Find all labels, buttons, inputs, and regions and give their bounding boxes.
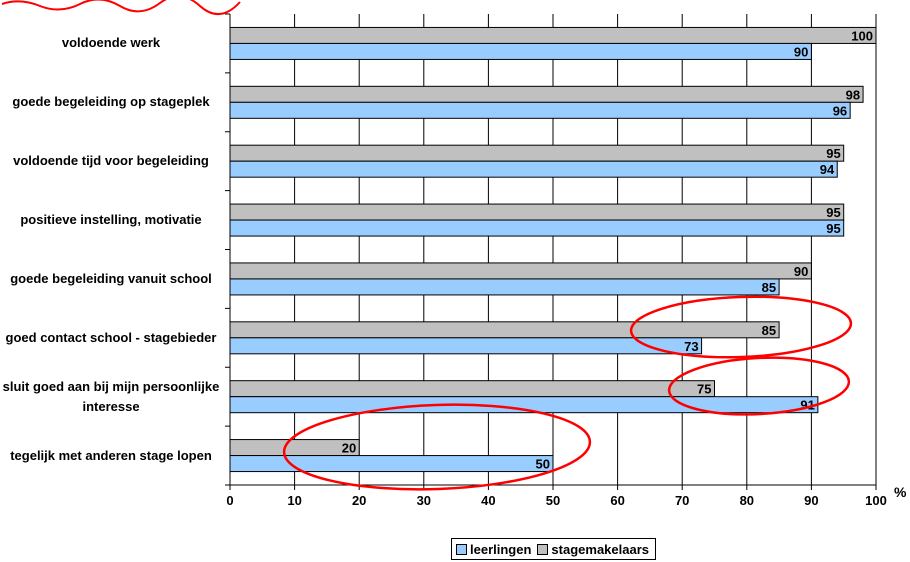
value-label-leerlingen-0: 90 — [794, 44, 808, 59]
value-label-stagemakelaars-7: 20 — [342, 441, 356, 456]
value-label-stagemakelaars-3: 95 — [826, 205, 840, 220]
value-label-leerlingen-1: 96 — [833, 103, 847, 118]
bar-leerlingen-1 — [229, 101, 851, 119]
bar-stagemakelaars-1 — [229, 85, 864, 103]
legend-swatch-leerlingen — [456, 543, 467, 555]
value-label-leerlingen-3: 95 — [826, 221, 840, 236]
legend-item-leerlingen: leerlingen — [456, 542, 531, 557]
category-label-2: voldoende tijd voor begeleiding — [13, 153, 209, 169]
x-axis-unit: % — [894, 484, 907, 500]
value-label-leerlingen-4: 85 — [762, 280, 776, 295]
bar-leerlingen-2 — [229, 160, 838, 178]
category-label-3: positieve instelling, motivatie — [20, 212, 202, 228]
x-tick-label-30: 30 — [417, 493, 431, 508]
x-tick-label-80: 80 — [740, 493, 754, 508]
value-label-stagemakelaars-5: 85 — [762, 323, 776, 338]
legend-item-stagemakelaars: stagemakelaars — [537, 542, 649, 557]
x-tick-label-60: 60 — [610, 493, 624, 508]
legend-swatch-stagemakelaars — [537, 543, 549, 555]
value-label-stagemakelaars-6: 75 — [697, 382, 711, 397]
category-label-1: goede begeleiding op stageplek — [12, 94, 210, 110]
x-tick-label-20: 20 — [352, 493, 366, 508]
bar-stagemakelaars-5 — [229, 321, 780, 339]
highlight-ellipse-3 — [282, 403, 592, 491]
category-label-5: goed contact school - stagebieder — [5, 329, 217, 345]
bar-stagemakelaars-7 — [229, 439, 360, 457]
value-label-leerlingen-5: 73 — [684, 339, 698, 354]
x-tick-label-10: 10 — [287, 493, 301, 508]
value-label-stagemakelaars-1: 98 — [846, 87, 860, 102]
category-label-0: voldoende werk — [61, 35, 161, 51]
x-tick-label-40: 40 — [481, 493, 495, 508]
value-label-leerlingen-7: 50 — [536, 457, 550, 472]
value-label-stagemakelaars-0: 100 — [851, 28, 873, 43]
bar-stagemakelaars-3 — [229, 203, 845, 221]
legend: leerlingen stagemakelaars — [451, 538, 656, 560]
bar-leerlingen-7 — [229, 455, 554, 473]
value-label-leerlingen-2: 94 — [820, 162, 835, 177]
x-tick-label-100: 100 — [865, 493, 887, 508]
value-label-stagemakelaars-4: 90 — [794, 264, 808, 279]
category-label-4: goede begeleiding vanuit school — [10, 270, 212, 286]
highlight-ellipse-1 — [629, 295, 853, 359]
highlight-ellipse-2 — [667, 356, 851, 416]
value-label-stagemakelaars-2: 95 — [826, 146, 840, 161]
bar-stagemakelaars-4 — [229, 262, 812, 280]
x-tick-label-50: 50 — [546, 493, 560, 508]
top-red-scribble — [1, 0, 241, 15]
bar-leerlingen-3 — [229, 219, 845, 237]
legend-label-stagemakelaars: stagemakelaars — [551, 541, 649, 557]
bar-leerlingen-4 — [229, 278, 780, 296]
bar-leerlingen-5 — [229, 337, 703, 355]
bar-stagemakelaars-2 — [229, 144, 845, 162]
category-label-7: tegelijk met anderen stage lopen — [10, 447, 212, 463]
bar-stagemakelaars-6 — [229, 380, 715, 398]
x-tick-label-90: 90 — [804, 493, 818, 508]
bar-leerlingen-0 — [229, 42, 812, 60]
x-tick-label-70: 70 — [675, 493, 689, 508]
category-label-6: sluit goed aan bij mijn persoonlijke int… — [2, 378, 220, 414]
bar-stagemakelaars-0 — [229, 26, 877, 44]
x-tick-label-0: 0 — [226, 493, 233, 508]
legend-label-leerlingen: leerlingen — [470, 541, 532, 557]
